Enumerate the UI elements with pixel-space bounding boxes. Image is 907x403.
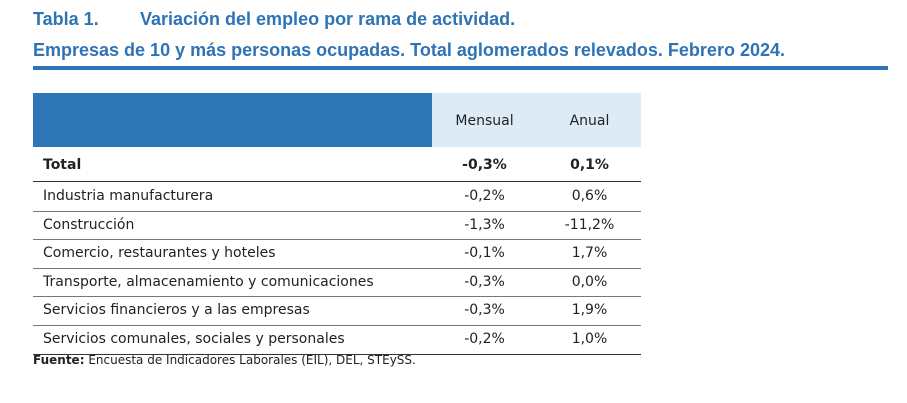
footer-text: Encuesta de Indicadores Laborales (EIL),…	[88, 353, 416, 367]
row-rule	[33, 267, 641, 269]
row-value: 1,7%	[571, 245, 608, 262]
row-value: -11,2%	[564, 216, 615, 233]
row-value: -0,2%	[464, 188, 505, 204]
row-label: Comercio, restaurantes y hoteles	[43, 245, 276, 262]
row-label: Construcción	[43, 216, 135, 233]
row-value: -1,3%	[464, 216, 505, 233]
row-value: 0,0%	[571, 273, 608, 290]
total-label: Total	[43, 157, 82, 173]
table-label: Tabla 1.	[33, 9, 99, 29]
row-value: -0,3%	[464, 273, 505, 290]
row-rule	[33, 181, 641, 182]
header-cell	[432, 93, 641, 147]
title-rule	[33, 66, 888, 70]
row-label: Servicios financieros y a las empresas	[43, 302, 310, 319]
row-rule	[33, 210, 641, 212]
total-value: -0,3%	[462, 157, 507, 173]
row-rule	[33, 325, 641, 326]
row-label: Servicios comunales, sociales y personal…	[43, 331, 345, 347]
row-value: 1,0%	[571, 331, 608, 347]
row-value: -0,3%	[464, 302, 505, 319]
row-rule	[33, 239, 641, 241]
row-label: Industria manufacturera	[43, 188, 214, 204]
row-label: Transporte, almacenamiento y comunicacio…	[43, 273, 374, 290]
table-subtitle: Empresas de 10 y más personas ocupadas. …	[33, 40, 785, 60]
footer: Fuente: Encuesta de Indicadores Laborale…	[33, 353, 416, 367]
footer-label: Fuente:	[33, 353, 85, 367]
row-rule	[33, 296, 641, 298]
table-title: Variación del empleo por rama de activid…	[140, 9, 516, 29]
column-header: Anual	[569, 113, 610, 129]
total-value: 0,1%	[570, 157, 609, 173]
header-cell	[33, 93, 432, 147]
row-rule	[33, 353, 641, 355]
row-value: 1,9%	[571, 302, 608, 319]
row-value: 0,6%	[571, 188, 608, 204]
row-value: -0,1%	[464, 245, 505, 262]
column-header: Mensual	[455, 113, 514, 129]
row-value: -0,2%	[464, 331, 505, 347]
